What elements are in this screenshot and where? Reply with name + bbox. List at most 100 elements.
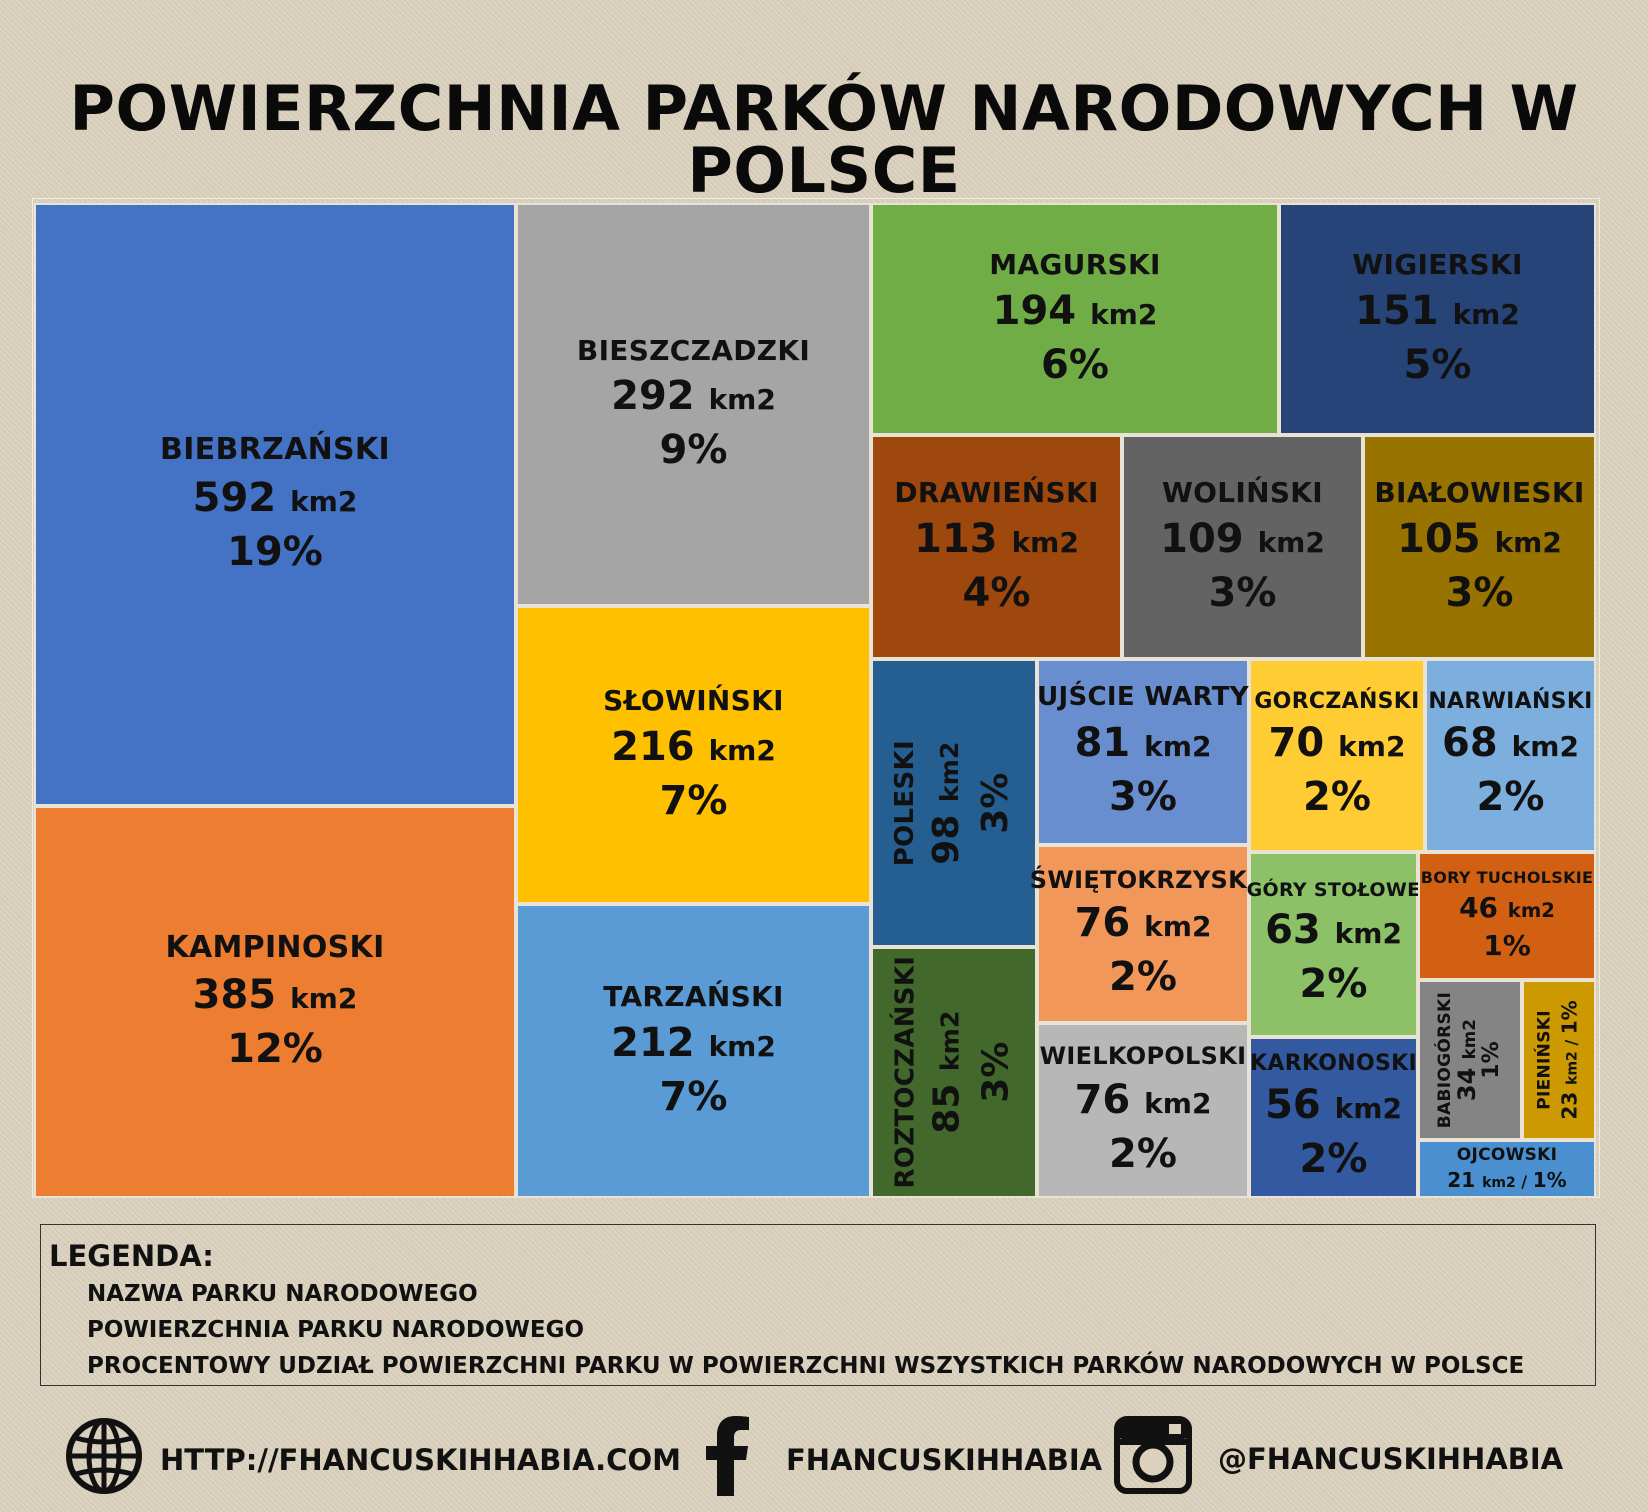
tile-percent: 2% <box>1476 774 1545 821</box>
tile-value: 76 km2 <box>1075 896 1212 950</box>
tile-value-number: 98 <box>925 801 967 865</box>
tile-value-number: 70 <box>1268 720 1339 767</box>
tile-value-unit: km2 <box>1090 297 1158 331</box>
tile-value-unit: km2 <box>934 741 964 802</box>
treemap-tile-narwiański: NARWIAŃSKI 68 km2 2% <box>1425 659 1596 852</box>
tile-value: 109 km2 <box>1160 512 1325 566</box>
tile-label-group: BIEBRZAŃSKI 592 km2 19% <box>160 430 390 579</box>
tile-value: 81 km2 <box>1075 716 1212 770</box>
tile-value-number: 216 <box>611 723 709 770</box>
tile-name: POLESKI <box>889 739 920 867</box>
tile-value: 85 km2 <box>923 1011 972 1134</box>
treemap-tile-kampinoski: KAMPINOSKI 385 km2 12% <box>34 806 516 1198</box>
tile-percent: 19% <box>227 528 323 575</box>
tile-value: 292 km2 <box>611 369 776 423</box>
tile-value-unit: km2 <box>1452 297 1520 331</box>
tile-label-group: TARZAŃSKI 212 km2 7% <box>603 978 784 1124</box>
tile-value: 212 km2 <box>611 1016 776 1070</box>
tile-percent: 2% <box>1109 954 1177 1001</box>
tile-percent: 5% <box>1403 341 1472 388</box>
tile-value-number: 385 <box>192 972 291 1019</box>
treemap-tile-słowiński: SŁOWIŃSKI 216 km2 7% <box>516 606 871 904</box>
tile-percent: 2% <box>1299 1136 1368 1183</box>
treemap-tile-ojcowski: OJCOWSKI 21 km2 / 1% <box>1418 1140 1596 1198</box>
tile-value-number: 76 <box>1074 900 1145 947</box>
tile-label-group: KAMPINOSKI 385 km2 12% <box>165 928 384 1077</box>
tile-value-number: 68 <box>1442 720 1512 767</box>
instagram-link[interactable]: @FHANCUSKIHHABIA <box>1114 1416 1563 1501</box>
treemap-tile-bory-tucholskie: BORY TUCHOLSKIE 46 km2 1% <box>1418 852 1596 980</box>
tile-label-group: UJŚCIE WARTY 81 km2 3% <box>1037 680 1249 823</box>
facebook-icon <box>706 1416 750 1503</box>
tile-label-group: WOLIŃSKI 109 km2 3% <box>1160 474 1325 620</box>
tile-value: 76 km2 <box>1075 1073 1212 1127</box>
tile-label-group: BABIOGÓRSKI 34 km2 1% <box>1435 992 1504 1128</box>
tile-value: 216 km2 <box>611 720 776 774</box>
treemap-tile-babiogórski: BABIOGÓRSKI 34 km2 1% <box>1418 980 1522 1140</box>
treemap-tile-biebrzański: BIEBRZAŃSKI 592 km2 19% <box>34 203 516 806</box>
tile-value-unit: km2 <box>1338 730 1406 764</box>
tile-value-number: 212 <box>611 1019 709 1066</box>
tile-name: ROZTOCZAŃSKI <box>889 956 920 1189</box>
treemap-tile-gorczański: GORCZAŃSKI 70 km2 2% <box>1249 659 1425 852</box>
tile-name: BIEBRZAŃSKI <box>160 432 390 468</box>
treemap-tile-roztoczański: ROZTOCZAŃSKI 85 km2 3% <box>871 947 1037 1198</box>
tile-label-group: POLESKI 98 km2 3% <box>888 740 1020 866</box>
tile-percent: 3% <box>974 1041 1016 1104</box>
treemap-tile-świętokrzyski: ŚWIĘTOKRZYSKI 76 km2 2% <box>1030 845 1256 1023</box>
tile-percent: 2% <box>1303 774 1371 821</box>
tile-value-unit: km2 <box>1494 525 1562 559</box>
treemap-tile-karkonoski: KARKONOSKI 56 km2 2% <box>1249 1037 1418 1198</box>
facebook-link[interactable]: FHANCUSKIHHABIA <box>706 1416 1102 1503</box>
tile-label-group: PIENIŃSKI 23 km2 / 1% <box>1534 1000 1584 1119</box>
tile-name: OJCOWSKI <box>1456 1145 1558 1166</box>
tile-value-unit: km2 <box>708 383 776 417</box>
tile-percent: 1% <box>1483 928 1531 962</box>
treemap-tile-góry-stołowe: GÓRY STOŁOWE 63 km2 2% <box>1246 852 1421 1037</box>
tile-percent: 6% <box>1041 341 1109 388</box>
website-text: HTTP://FHANCUSKIHHABIA.COM <box>160 1442 681 1477</box>
tile-value: 21 km2 <box>1447 1168 1515 1192</box>
tile-name: NARWIAŃSKI <box>1428 688 1593 714</box>
tile-value-unit: km2 <box>1144 729 1212 763</box>
website-link[interactable]: HTTP://FHANCUSKIHHABIA.COM <box>64 1416 681 1503</box>
tile-value-number: 592 <box>192 474 291 521</box>
tile-name: KARKONOSKI <box>1250 1050 1417 1076</box>
treemap-tile-woliński: WOLIŃSKI 109 km2 3% <box>1122 435 1363 659</box>
tile-label-group: BIAŁOWIESKI 105 km2 3% <box>1374 474 1584 620</box>
tile-value-unit: km2 <box>1564 1051 1581 1085</box>
tile-percent: 12% <box>227 1026 323 1073</box>
legend-item-percent: PROCENTOWY UDZIAŁ POWIERZCHNI PARKU W PO… <box>87 1353 1525 1379</box>
tile-label-group: WIELKOPOLSKI 76 km2 2% <box>1040 1040 1247 1180</box>
tile-value-number: 113 <box>914 515 1012 562</box>
tile-name: TARZAŃSKI <box>603 980 784 1014</box>
page-title: POWIERZCHNIA PARKÓW NARODOWYCH W POLSCE <box>69 72 1579 207</box>
instagram-icon <box>1114 1416 1192 1501</box>
tile-value: 56 km2 <box>1265 1078 1402 1132</box>
tile-value-number: 109 <box>1160 515 1258 562</box>
tile-name: GÓRY STOŁOWE <box>1246 878 1421 901</box>
tile-percent: 7% <box>659 777 728 824</box>
tile-value-unit: km2 <box>1257 525 1325 559</box>
treemap-tile-białowieski: BIAŁOWIESKI 105 km2 3% <box>1363 435 1596 659</box>
tile-value-number: 292 <box>611 373 709 420</box>
tile-value-unit: km2 <box>1507 899 1555 922</box>
tile-percent: 1% <box>1478 1041 1504 1079</box>
tile-percent: 9% <box>659 427 728 474</box>
tile-percent: 3% <box>1208 569 1277 616</box>
tile-value-unit: km2 <box>1334 1092 1402 1126</box>
tile-value-number: 151 <box>1355 287 1453 334</box>
tile-name: BORY TUCHOLSKIE <box>1420 868 1594 888</box>
tile-label-group: ROZTOCZAŃSKI 85 km2 3% <box>888 956 1020 1189</box>
treemap-tile-wielkopolski: WIELKOPOLSKI 76 km2 2% <box>1037 1023 1249 1198</box>
tile-value: 113 km2 <box>914 512 1079 566</box>
tile-name: SŁOWIŃSKI <box>603 684 784 718</box>
tile-label-group: ŚWIĘTOKRZYSKI 76 km2 2% <box>1030 864 1256 1004</box>
tile-name: BIAŁOWIESKI <box>1374 476 1585 510</box>
tile-value-percent: 21 km2 / 1% <box>1447 1167 1566 1194</box>
tile-label-group: MAGURSKI 194 km2 6% <box>989 246 1161 392</box>
tile-value: 46 km2 <box>1459 889 1555 927</box>
globe-icon <box>64 1416 144 1503</box>
tile-value-number: 105 <box>1397 515 1495 562</box>
tile-percent: 3% <box>1109 773 1177 820</box>
